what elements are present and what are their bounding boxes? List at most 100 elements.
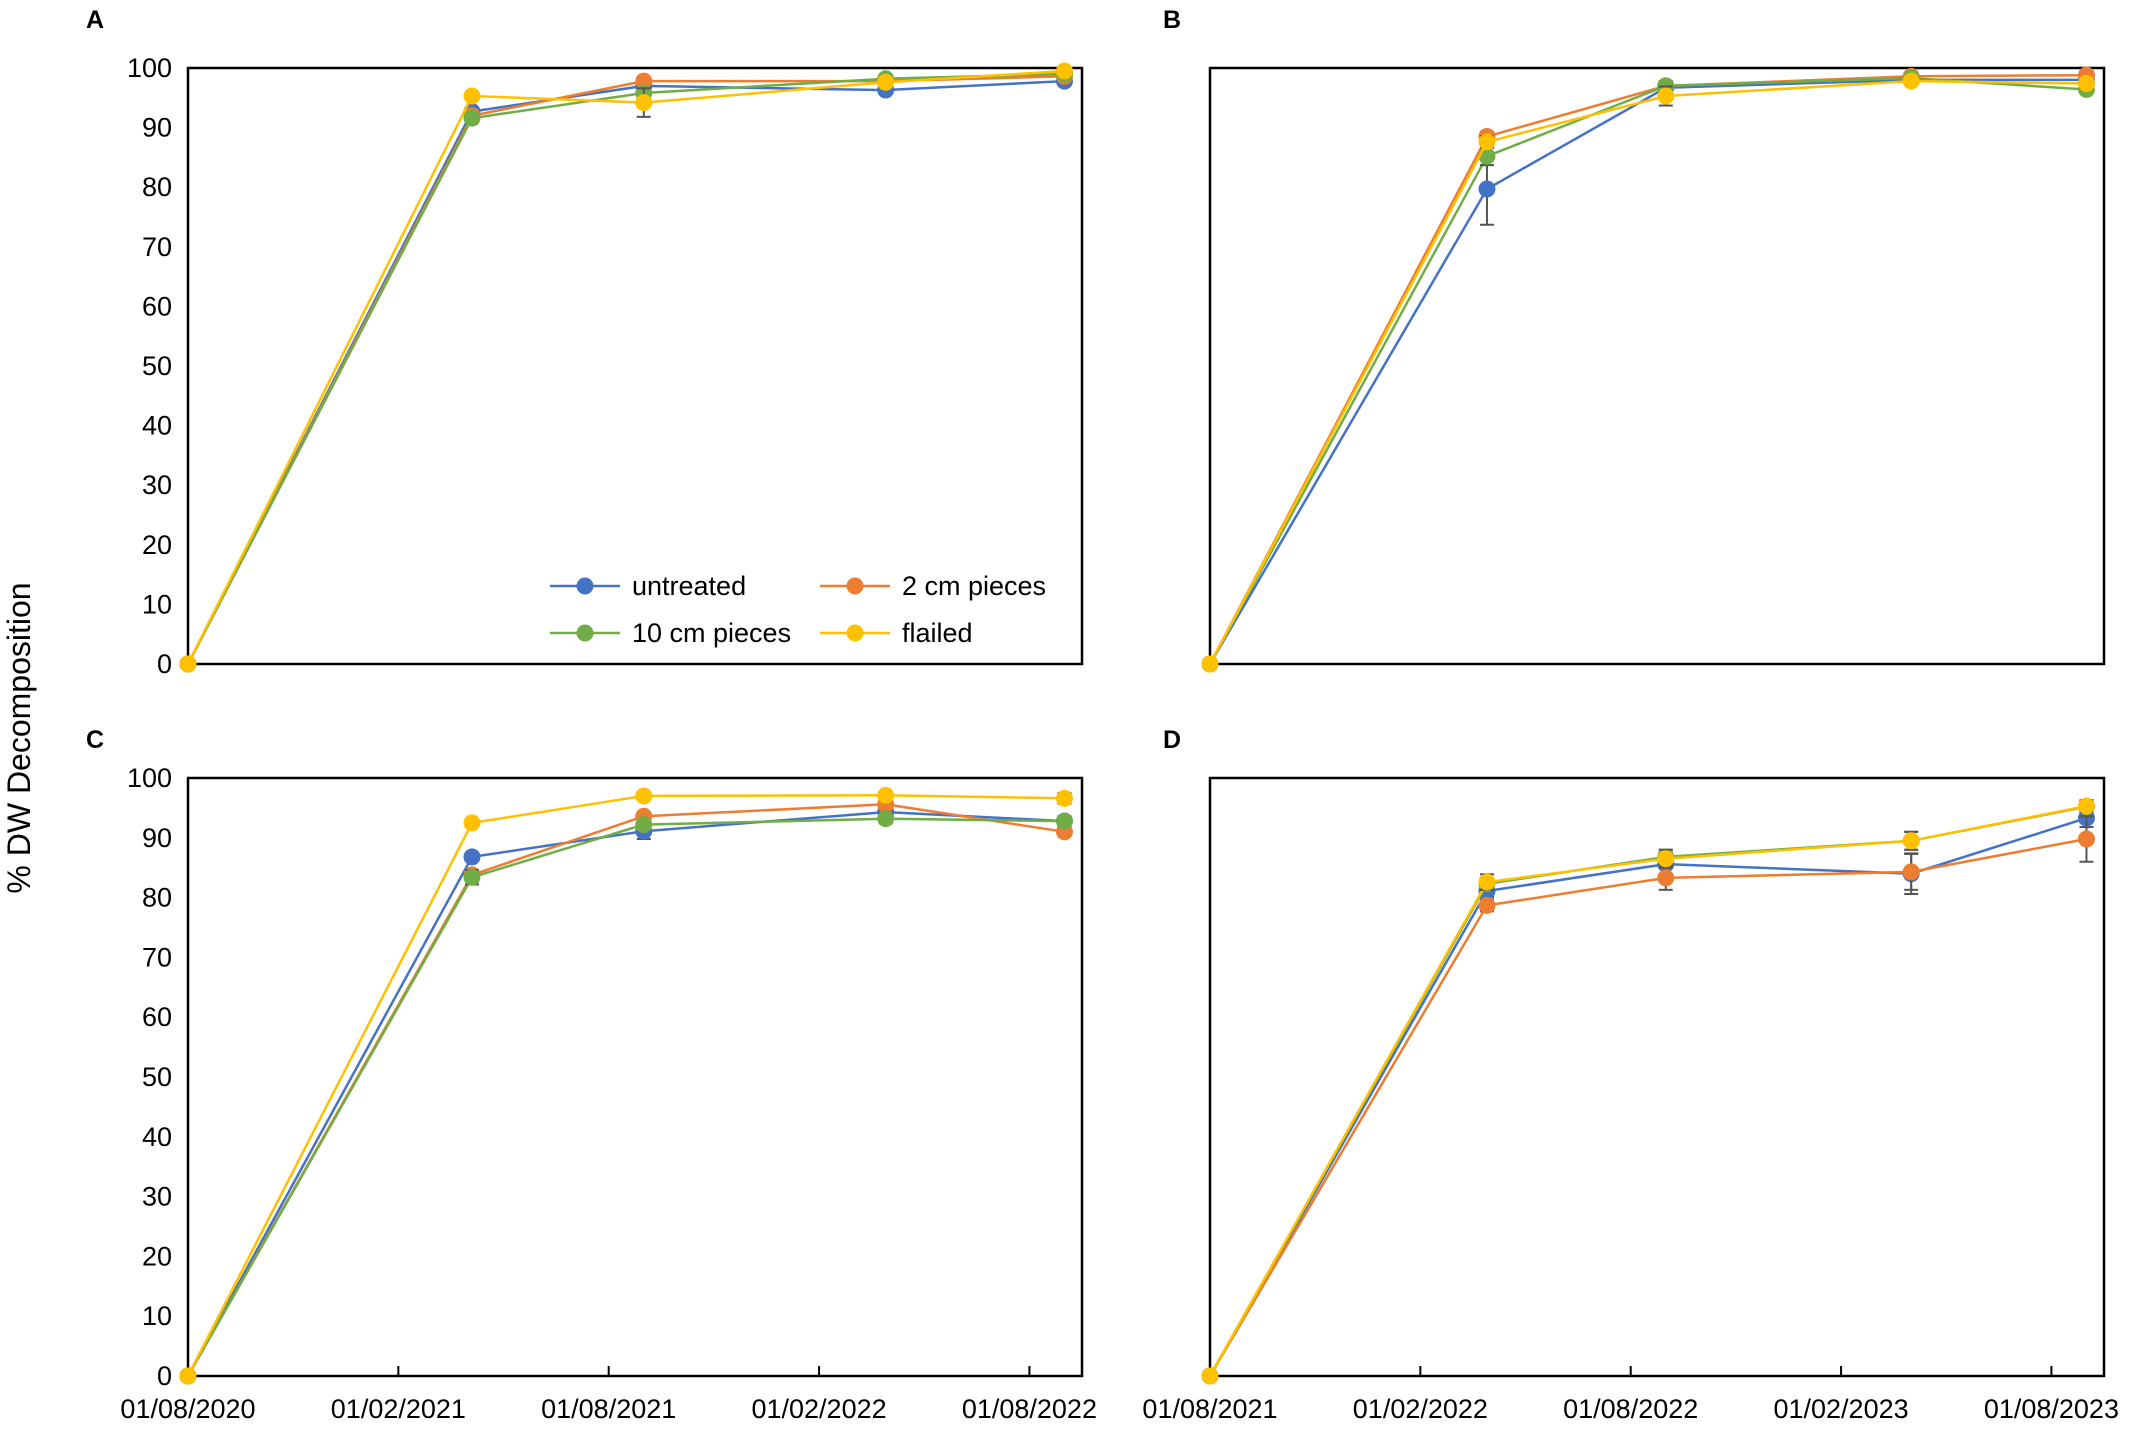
data-point-flailed: [2077, 74, 2095, 92]
y-tick-label: 0: [157, 1361, 172, 1391]
data-point-2-cm-pieces: [1902, 863, 1920, 881]
series-line-2-cm-pieces: [1208, 73, 2087, 665]
series-line-untreated: [1208, 78, 2087, 665]
panel-d: D 01/08/2021 01/02/2022 01/08/2022 01/02/202…: [1142, 726, 2119, 1424]
x-tick-label: 01/02/2022: [1353, 1394, 1488, 1424]
data-point-2-cm-pieces: [635, 72, 653, 90]
data-point-flailed: [877, 786, 895, 804]
y-tick-label: 60: [142, 291, 172, 321]
panel-label: B: [1163, 6, 1181, 34]
data-point-flailed: [1201, 655, 1219, 673]
legend-label: flailed: [902, 618, 973, 648]
legend-marker: [846, 624, 864, 642]
y-tick-label: 60: [142, 1002, 172, 1032]
y-tick-label: 40: [142, 411, 172, 441]
y-tick-label: 10: [142, 1301, 172, 1331]
legend-marker: [576, 577, 594, 595]
x-tick-label: 01/02/2023: [1773, 1394, 1908, 1424]
data-point-10-cm-pieces: [463, 109, 481, 127]
data-point-flailed: [1055, 789, 1073, 807]
data-point-untreated: [463, 848, 481, 866]
data-point-flailed: [1657, 87, 1675, 105]
panel-label: C: [86, 726, 104, 754]
data-point-2-cm-pieces: [1657, 869, 1675, 887]
panel-label: D: [1163, 726, 1181, 754]
y-tick-label: 90: [142, 113, 172, 143]
x-tick-label: 01/08/2021: [541, 1394, 676, 1424]
y-tick-label: 20: [142, 530, 172, 560]
y-tick-label: 70: [142, 942, 172, 972]
y-tick-label: 70: [142, 232, 172, 262]
y-tick-label: 50: [142, 351, 172, 381]
data-point-untreated: [1478, 180, 1496, 198]
panel-b: B: [1163, 6, 2106, 673]
plot-frame: [1208, 66, 2106, 666]
data-point-2-cm-pieces: [2077, 830, 2095, 848]
x-tick-label: 01/08/2022: [962, 1394, 1097, 1424]
x-tick-label: 01/08/2023: [1984, 1394, 2119, 1424]
data-point-flailed: [1478, 873, 1496, 891]
y-tick-label: 50: [142, 1062, 172, 1092]
data-point-flailed: [179, 1367, 197, 1385]
y-tick-label: 80: [142, 172, 172, 202]
panel-a: A 0 10 20 30 40 50 60 70 80 90 100 untreated 2 cm pie…: [86, 6, 1084, 679]
data-point-flailed: [635, 94, 653, 112]
panel-label: A: [86, 6, 104, 34]
data-point-10-cm-pieces: [463, 868, 481, 886]
data-point-flailed: [463, 814, 481, 832]
y-tick-label: 10: [142, 589, 172, 619]
series-line-10-cm-pieces: [1208, 76, 2087, 665]
data-point-flailed: [635, 787, 653, 805]
data-point-flailed: [1478, 133, 1496, 151]
legend: untreated 2 cm pieces 10 cm pieces flailed: [550, 571, 1046, 648]
series-line-10-cm-pieces: [186, 817, 1065, 1377]
y-tick-label: 30: [142, 1182, 172, 1212]
plot-frame: [1208, 776, 2106, 1378]
x-tick-label: 01/08/2021: [1142, 1394, 1277, 1424]
legend-marker: [576, 624, 594, 642]
plot-frame: [186, 66, 1084, 666]
data-point-10-cm-pieces: [1055, 812, 1073, 830]
y-tick-label: 0: [157, 649, 172, 679]
data-point-flailed: [1902, 72, 1920, 90]
data-point-flailed: [2077, 797, 2095, 815]
data-point-flailed: [1657, 850, 1675, 868]
data-point-2-cm-pieces: [1478, 896, 1496, 914]
data-point-flailed: [1902, 832, 1920, 850]
y-tick-label: 40: [142, 1122, 172, 1152]
legend-label: 10 cm pieces: [632, 618, 791, 648]
series-line-untreated: [186, 810, 1065, 1377]
y-tick-label: 30: [142, 470, 172, 500]
y-tick-label: 80: [142, 883, 172, 913]
legend-label: untreated: [632, 571, 746, 601]
series-line-flailed: [186, 794, 1065, 1377]
y-tick-label: 100: [127, 763, 172, 793]
y-tick-label: 90: [142, 823, 172, 853]
x-tick-label: 01/08/2022: [1563, 1394, 1698, 1424]
data-point-flailed: [1055, 62, 1073, 80]
x-tick-label: 01/02/2021: [331, 1394, 466, 1424]
legend-marker: [846, 577, 864, 595]
series-line-2-cm-pieces: [186, 803, 1065, 1377]
data-point-flailed: [179, 655, 197, 673]
series-line-10-cm-pieces: [1208, 805, 2087, 1377]
data-point-flailed: [463, 87, 481, 105]
y-axis-label: % DW Decomposition: [1, 582, 37, 893]
x-tick-label: 01/02/2022: [751, 1394, 886, 1424]
panel-c: C 0 10 20 30 40 50 60 70 80 90 100 01/08/2020 01/02/2…: [86, 726, 1097, 1424]
plot-frame: [186, 776, 1084, 1378]
y-tick-label: 20: [142, 1241, 172, 1271]
y-tick-label: 100: [127, 53, 172, 83]
data-point-flailed: [877, 73, 895, 91]
x-tick-label: 01/08/2020: [120, 1394, 255, 1424]
legend-label: 2 cm pieces: [902, 571, 1046, 601]
series-line-untreated: [1208, 816, 2087, 1377]
data-point-flailed: [1201, 1367, 1219, 1385]
series-line-flailed: [1208, 804, 2087, 1377]
data-point-10-cm-pieces: [877, 810, 895, 828]
series-line-2-cm-pieces: [1208, 837, 2087, 1377]
data-point-10-cm-pieces: [635, 816, 653, 834]
series-line-flailed: [1208, 79, 2087, 665]
